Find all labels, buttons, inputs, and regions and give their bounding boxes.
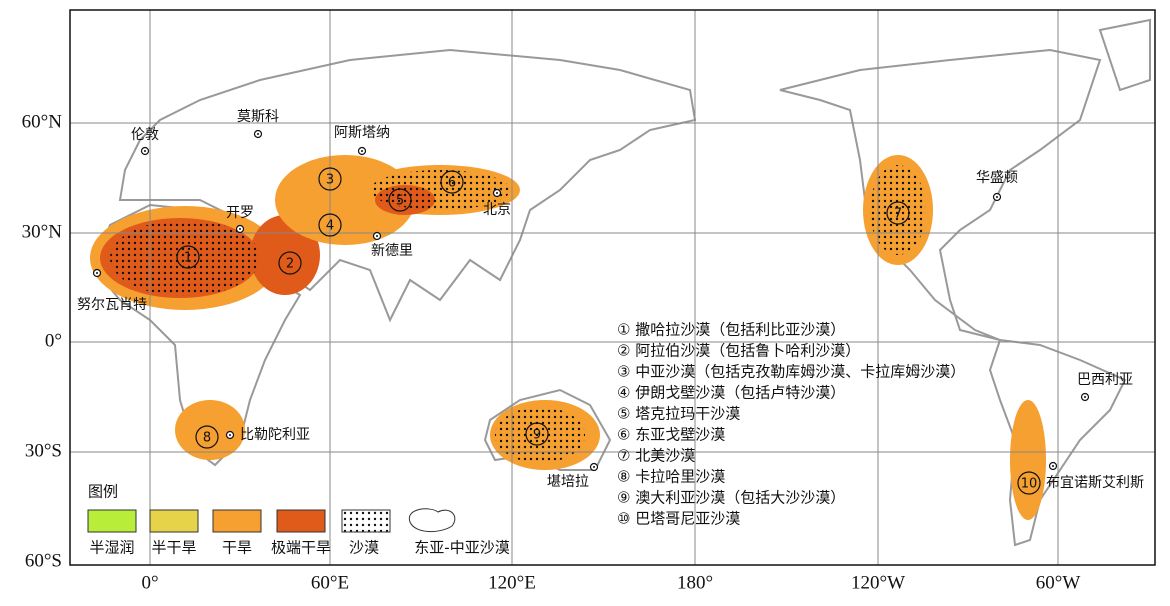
city-label: 新德里: [371, 243, 413, 259]
legend-label: 半湿润: [89, 539, 134, 557]
city-label: 努尔瓦肖特: [77, 297, 147, 313]
list-item: ⑧ 卡拉哈里沙漠: [617, 468, 725, 486]
list-item: ⑤ 塔克拉玛干沙漠: [617, 405, 740, 423]
list-item: ⑩ 巴塔哥尼亚沙漠: [617, 510, 740, 528]
lat-label: 60°S: [25, 550, 62, 571]
marker-label: 6: [448, 176, 456, 191]
lon-label: 120°E: [488, 572, 536, 593]
list-item: ④ 伊朗戈壁沙漠（包括卢特沙漠）: [617, 384, 845, 402]
marker-label: 7: [894, 207, 902, 222]
lon-label: 60°W: [1036, 572, 1081, 593]
list-item: ⑥ 东亚戈壁沙漠: [617, 426, 725, 444]
lat-label: 30°S: [25, 440, 62, 461]
legend-label: 东亚-中亚沙漠: [414, 539, 509, 557]
city-dot: [239, 228, 241, 230]
marker-label: 9: [533, 428, 541, 443]
list-item: ① 撒哈拉沙漠（包括利比亚沙漠）: [617, 321, 845, 339]
legend-label: 半干旱: [151, 539, 196, 557]
marker-label: 1: [184, 251, 192, 266]
list-item: ② 阿拉伯沙漠（包括鲁卜哈利沙漠）: [617, 342, 860, 360]
legend-label: 沙漠: [349, 539, 379, 557]
desert-list: ① 撒哈拉沙漠（包括利比亚沙漠） ② 阿拉伯沙漠（包括鲁卜哈利沙漠） ③ 中亚沙…: [617, 321, 965, 528]
marker-ring: [195, 425, 219, 449]
city-label: 堪培拉: [547, 474, 589, 490]
city-label: 莫斯科: [237, 109, 279, 125]
axis-labels: 60°N 30°N 0° 30°S 60°S 0° 60°E 120°E 180…: [22, 111, 1081, 593]
lon-label: 180°: [677, 572, 713, 593]
city-dot: [229, 434, 231, 436]
city-dot: [376, 235, 378, 237]
city-dot: [593, 466, 595, 468]
marker-ring: [176, 245, 200, 269]
city-label: 开罗: [226, 205, 254, 221]
city-dot: [496, 192, 498, 194]
city-label: 伦敦: [131, 127, 159, 143]
marker-ring: [278, 251, 302, 275]
marker-ring: [318, 167, 342, 191]
city-dot: [257, 133, 259, 135]
city-dot: [96, 272, 98, 274]
legend-label: 极端干旱: [271, 539, 331, 557]
legend: 图例 半湿润 半干旱 干旱 极端干旱 沙漠 东亚-中亚沙漠: [87, 483, 510, 557]
city-dot: [361, 150, 363, 152]
grid: [69, 9, 1156, 566]
list-item: ⑦ 北美沙漠: [617, 447, 695, 465]
marker-ring: [886, 201, 910, 225]
lon-label: 120°W: [851, 572, 905, 593]
lat-label: 30°N: [22, 221, 63, 242]
marker-label: 4: [326, 219, 334, 234]
marker-ring: [525, 422, 549, 446]
city-label: 比勒陀利亚: [240, 427, 310, 443]
marker-ring: [440, 170, 464, 194]
list-item: ⑨ 澳大利亚沙漠（包括大沙沙漠）: [617, 489, 845, 507]
city-dot: [1052, 465, 1054, 467]
dryland-zones: [90, 155, 1046, 520]
city-label: 巴西利亚: [1077, 372, 1133, 388]
marker-label: 3: [326, 173, 334, 188]
city-label: 布宜诺斯艾利斯: [1046, 475, 1144, 491]
marker-ring: [1017, 471, 1041, 495]
lat-label: 60°N: [22, 111, 63, 132]
city-dot: [1084, 396, 1086, 398]
marker-label: 10: [1021, 477, 1038, 492]
city-label: 华盛顿: [976, 170, 1018, 186]
city-label: 阿斯塔纳: [334, 125, 390, 141]
marker-ring: [388, 188, 412, 212]
city-label: 北京: [483, 202, 511, 218]
lat-label: 0°: [45, 330, 62, 351]
legend-label: 干旱: [222, 539, 252, 557]
legend-title: 图例: [88, 483, 118, 501]
marker-ring: [318, 213, 342, 237]
city-dot: [144, 150, 146, 152]
lon-label: 0°: [141, 572, 158, 593]
list-item: ③ 中亚沙漠（包括克孜勒库姆沙漠、卡拉库姆沙漠）: [617, 363, 965, 381]
markers: 1 2 3 4 5 6 7 8 9 10: [176, 167, 1041, 495]
lon-label: 60°E: [311, 572, 349, 593]
city-dot: [996, 196, 998, 198]
marker-label: 2: [286, 257, 294, 272]
marker-label: 8: [203, 431, 211, 446]
marker-label: 5: [396, 194, 404, 209]
